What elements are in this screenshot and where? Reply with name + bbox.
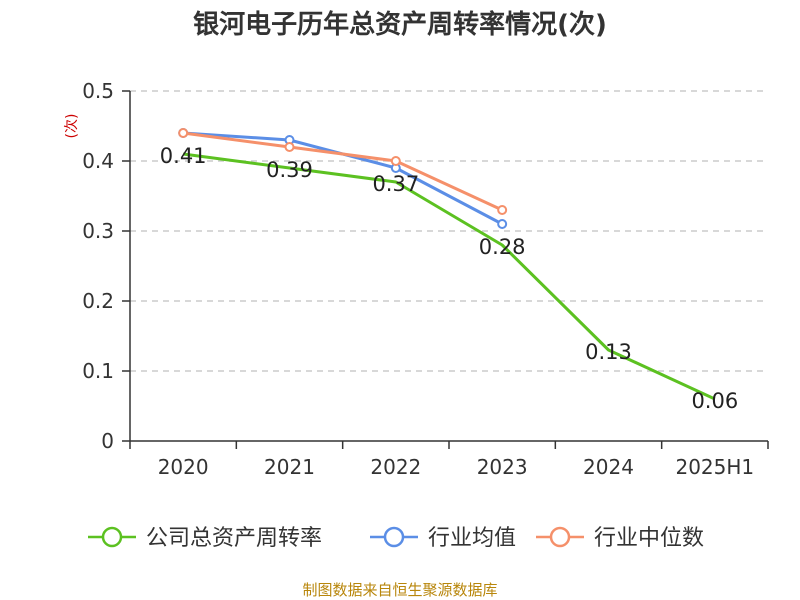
y-axis-label: (次) [64,114,80,139]
series-point [497,205,508,215]
y-tick-label: 0.3 [82,219,114,243]
legend: 公司总资产周转率 行业均值 行业中位数 [88,526,704,551]
legend-label: 公司总资产周转率 [146,526,322,551]
legend-swatch-marker [101,526,123,548]
series-line-0 [182,152,716,401]
series-line-2 [182,131,503,212]
source-note: 制图数据来自恒生聚源数据库 [302,581,497,599]
series-point [497,219,508,229]
y-tick-label: 0.4 [82,149,114,173]
y-tick-label: 0 [101,429,114,453]
data-label: 0.06 [691,389,738,413]
data-label: 0.41 [160,144,207,168]
x-tick-label: 2022 [370,455,421,479]
series-point [178,128,189,138]
chart-title: 银河电子历年总资产周转率情况(次) [193,9,607,40]
series-lines [178,128,716,401]
x-tick-label: 2023 [477,455,528,479]
series-point [284,142,295,152]
grid-lines [130,90,768,372]
x-tick-label: 2020 [158,455,209,479]
data-label: 0.37 [372,172,419,196]
data-labels: 0.41 0.39 0.37 0.28 0.13 0.06 [160,144,738,413]
x-tick-label: 2021 [264,455,315,479]
y-tick-label: 0.5 [82,79,114,103]
series-point [390,156,401,166]
x-tick-label: 2024 [583,455,634,479]
legend-swatch-marker [549,526,571,548]
legend-swatch-marker [383,526,405,548]
axes: 0 0.1 0.2 0.3 0.4 0.5 2020 2021 2022 2023 2024 2025… [82,79,769,479]
x-tick-label: 2025H1 [675,455,754,479]
y-tick-label: 0.2 [82,289,114,313]
data-label: 0.39 [266,158,313,182]
legend-label: 行业均值 [428,526,516,551]
y-tick-label: 0.1 [82,359,114,383]
series-line-1 [183,131,503,226]
data-label: 0.28 [479,235,526,259]
data-label: 0.13 [585,340,632,364]
legend-label: 行业中位数 [594,526,704,551]
